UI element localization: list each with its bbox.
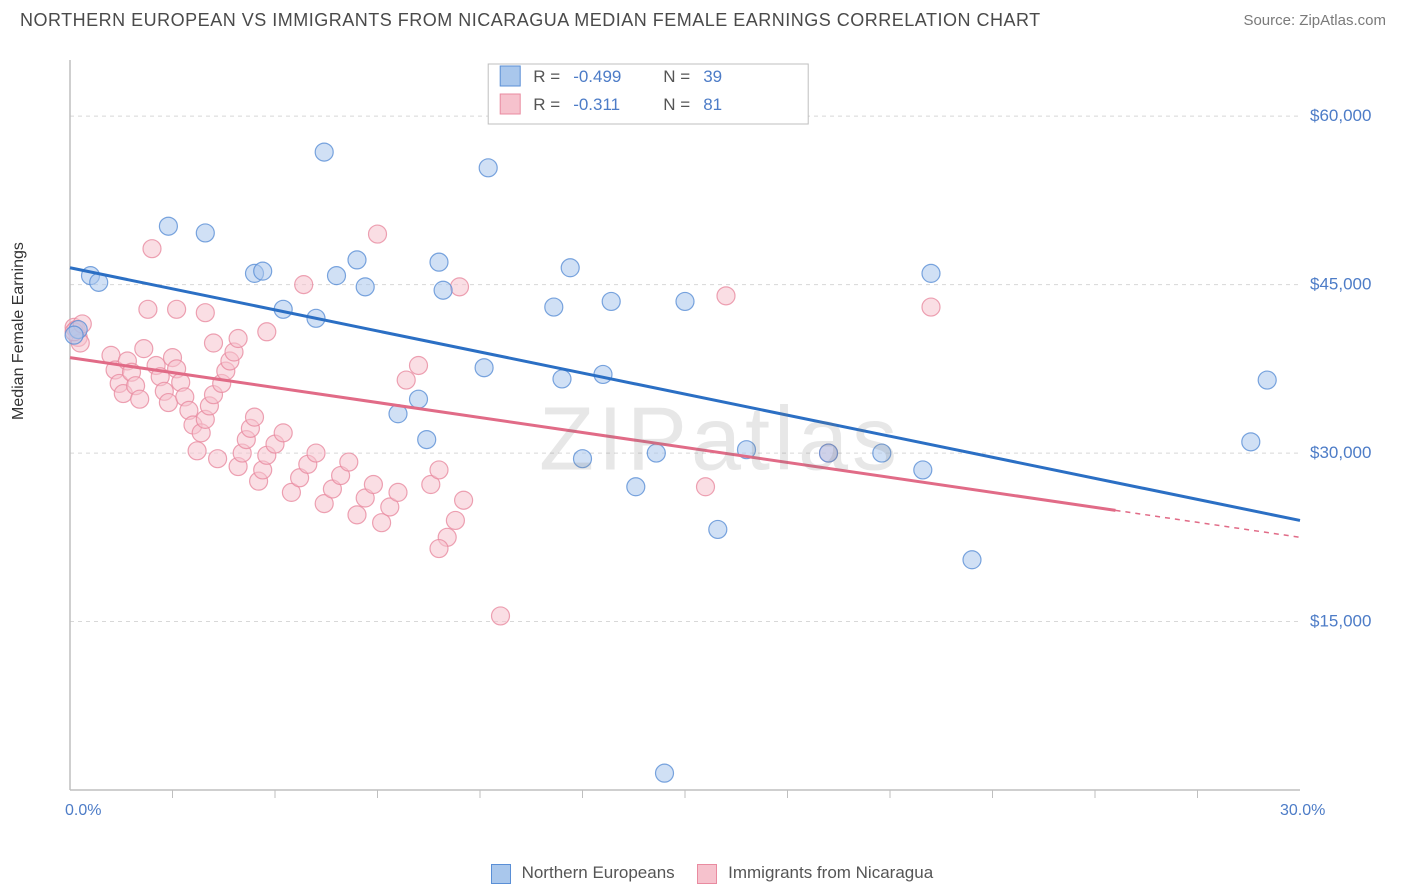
legend-label-1: Northern Europeans	[522, 863, 675, 882]
svg-text:N =: N =	[663, 95, 690, 114]
svg-text:39: 39	[703, 67, 722, 86]
svg-text:-0.499: -0.499	[573, 67, 621, 86]
svg-text:$45,000: $45,000	[1310, 275, 1371, 294]
legend-swatch-1	[491, 864, 511, 884]
chart-area: $15,000 $30,000 $45,000 $60,000 R = -0.499 N =…	[60, 50, 1380, 830]
svg-text:-0.311: -0.311	[573, 95, 620, 114]
svg-text:$60,000: $60,000	[1310, 106, 1371, 125]
scatter-chart: $15,000 $30,000 $45,000 $60,000 R = -0.499 N =…	[60, 50, 1380, 830]
svg-text:$30,000: $30,000	[1310, 443, 1371, 462]
legend-swatch-2	[697, 864, 717, 884]
svg-text:R =: R =	[533, 95, 560, 114]
svg-text:N =: N =	[663, 67, 690, 86]
y-axis-label: Median Female Earnings	[10, 242, 28, 420]
x-axis-max-label: 30.0%	[1280, 802, 1325, 820]
svg-text:81: 81	[703, 95, 722, 114]
x-axis-min-label: 0.0%	[65, 802, 101, 820]
svg-text:$15,000: $15,000	[1310, 612, 1371, 631]
bottom-legend: Northern Europeans Immigrants from Nicar…	[0, 863, 1406, 884]
legend-label-2: Immigrants from Nicaragua	[728, 863, 933, 882]
svg-text:R =: R =	[533, 67, 560, 86]
chart-title: NORTHERN EUROPEAN VS IMMIGRANTS FROM NIC…	[20, 10, 1041, 31]
source-label: Source: ZipAtlas.com	[1243, 12, 1386, 29]
